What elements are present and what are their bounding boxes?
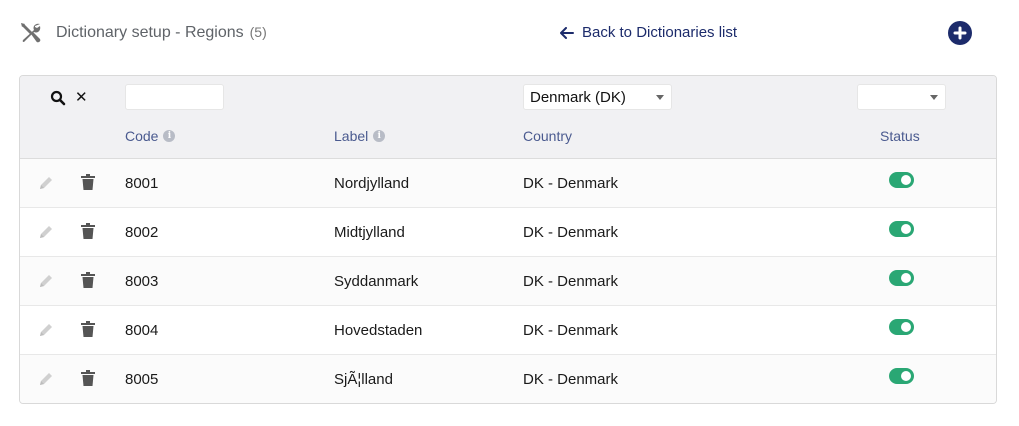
back-link-label: Back to Dictionaries list xyxy=(582,24,738,41)
cell-code: 8003 xyxy=(125,273,159,290)
trash-icon[interactable] xyxy=(81,321,95,337)
column-header-status-label: Status xyxy=(880,128,920,144)
chevron-down-icon xyxy=(656,95,664,100)
column-header-label[interactable]: Label i xyxy=(334,128,386,144)
status-toggle[interactable] xyxy=(889,319,914,335)
add-region-button[interactable] xyxy=(948,21,972,45)
cell-label: SjÃ¦lland xyxy=(334,371,393,388)
toggle-knob xyxy=(901,175,911,185)
cell-country: DK - Denmark xyxy=(523,224,619,241)
table-header: ✕ Denmark (DK) Code i Label i Country St… xyxy=(20,76,996,159)
cell-country: DK - Denmark xyxy=(523,322,619,339)
toggle-knob xyxy=(901,273,911,283)
column-header-country-label: Country xyxy=(523,128,573,144)
plus-icon xyxy=(953,26,967,40)
arrow-left-icon xyxy=(560,26,574,39)
page-title-text: Dictionary setup - Regions xyxy=(56,24,244,41)
info-icon[interactable]: i xyxy=(163,130,176,142)
toggle-knob xyxy=(901,224,911,234)
table-body: 8001 Nordjylland DK - Denmark 8002 Midtjylla… xyxy=(20,159,996,403)
pencil-icon[interactable] xyxy=(38,322,54,338)
cell-label: Nordjylland xyxy=(334,175,410,192)
trash-icon[interactable] xyxy=(81,174,95,190)
cell-country: DK - Denmark xyxy=(523,175,619,192)
search-icon[interactable] xyxy=(50,90,66,106)
cell-code: 8004 xyxy=(125,322,159,339)
back-to-list-link[interactable]: Back to Dictionaries list xyxy=(560,24,737,41)
cell-country: DK - Denmark xyxy=(523,371,619,388)
country-filter-value: Denmark (DK) xyxy=(530,89,626,106)
cell-label: Midtjylland xyxy=(334,224,405,241)
trash-icon[interactable] xyxy=(81,370,95,386)
clear-filter-icon[interactable]: ✕ xyxy=(75,89,88,106)
column-header-code-label: Code xyxy=(125,128,159,144)
page-title: Dictionary setup - Regions (5) xyxy=(56,24,267,42)
cell-label: Syddanmark xyxy=(334,273,419,290)
cell-country: DK - Denmark xyxy=(523,273,619,290)
status-filter-select[interactable] xyxy=(857,84,946,110)
toggle-knob xyxy=(901,322,911,332)
status-toggle[interactable] xyxy=(889,221,914,237)
pencil-icon[interactable] xyxy=(38,371,54,387)
trash-icon[interactable] xyxy=(81,272,95,288)
table-row: 8003 Syddanmark DK - Denmark xyxy=(20,257,996,306)
toggle-knob xyxy=(901,371,911,381)
column-header-status: Status xyxy=(880,128,920,144)
status-toggle[interactable] xyxy=(889,270,914,286)
table-row: 8002 Midtjylland DK - Denmark xyxy=(20,208,996,257)
table-row: 8005 SjÃ¦lland DK - Denmark xyxy=(20,355,996,403)
status-toggle[interactable] xyxy=(889,172,914,188)
regions-table: ✕ Denmark (DK) Code i Label i Country St… xyxy=(19,75,997,404)
table-row: 8004 Hovedstaden DK - Denmark xyxy=(20,306,996,355)
record-count: (5) xyxy=(249,24,267,40)
info-icon[interactable]: i xyxy=(373,130,386,142)
column-header-code[interactable]: Code i xyxy=(125,128,176,144)
cell-label: Hovedstaden xyxy=(334,322,423,339)
trash-icon[interactable] xyxy=(81,223,95,239)
page-header: Dictionary setup - Regions (5) Back to Di… xyxy=(0,0,1019,66)
status-toggle[interactable] xyxy=(889,368,914,384)
column-header-label-label: Label xyxy=(334,128,369,144)
chevron-down-icon xyxy=(930,95,938,100)
country-filter-select[interactable]: Denmark (DK) xyxy=(523,84,672,110)
cell-code: 8002 xyxy=(125,224,159,241)
pencil-icon[interactable] xyxy=(38,175,54,191)
column-header-country: Country xyxy=(523,128,572,144)
tools-icon xyxy=(19,21,43,45)
table-row: 8001 Nordjylland DK - Denmark xyxy=(20,159,996,208)
cell-code: 8001 xyxy=(125,175,159,192)
pencil-icon[interactable] xyxy=(38,273,54,289)
pencil-icon[interactable] xyxy=(38,224,54,240)
code-filter-input[interactable] xyxy=(125,84,224,110)
cell-code: 8005 xyxy=(125,371,159,388)
